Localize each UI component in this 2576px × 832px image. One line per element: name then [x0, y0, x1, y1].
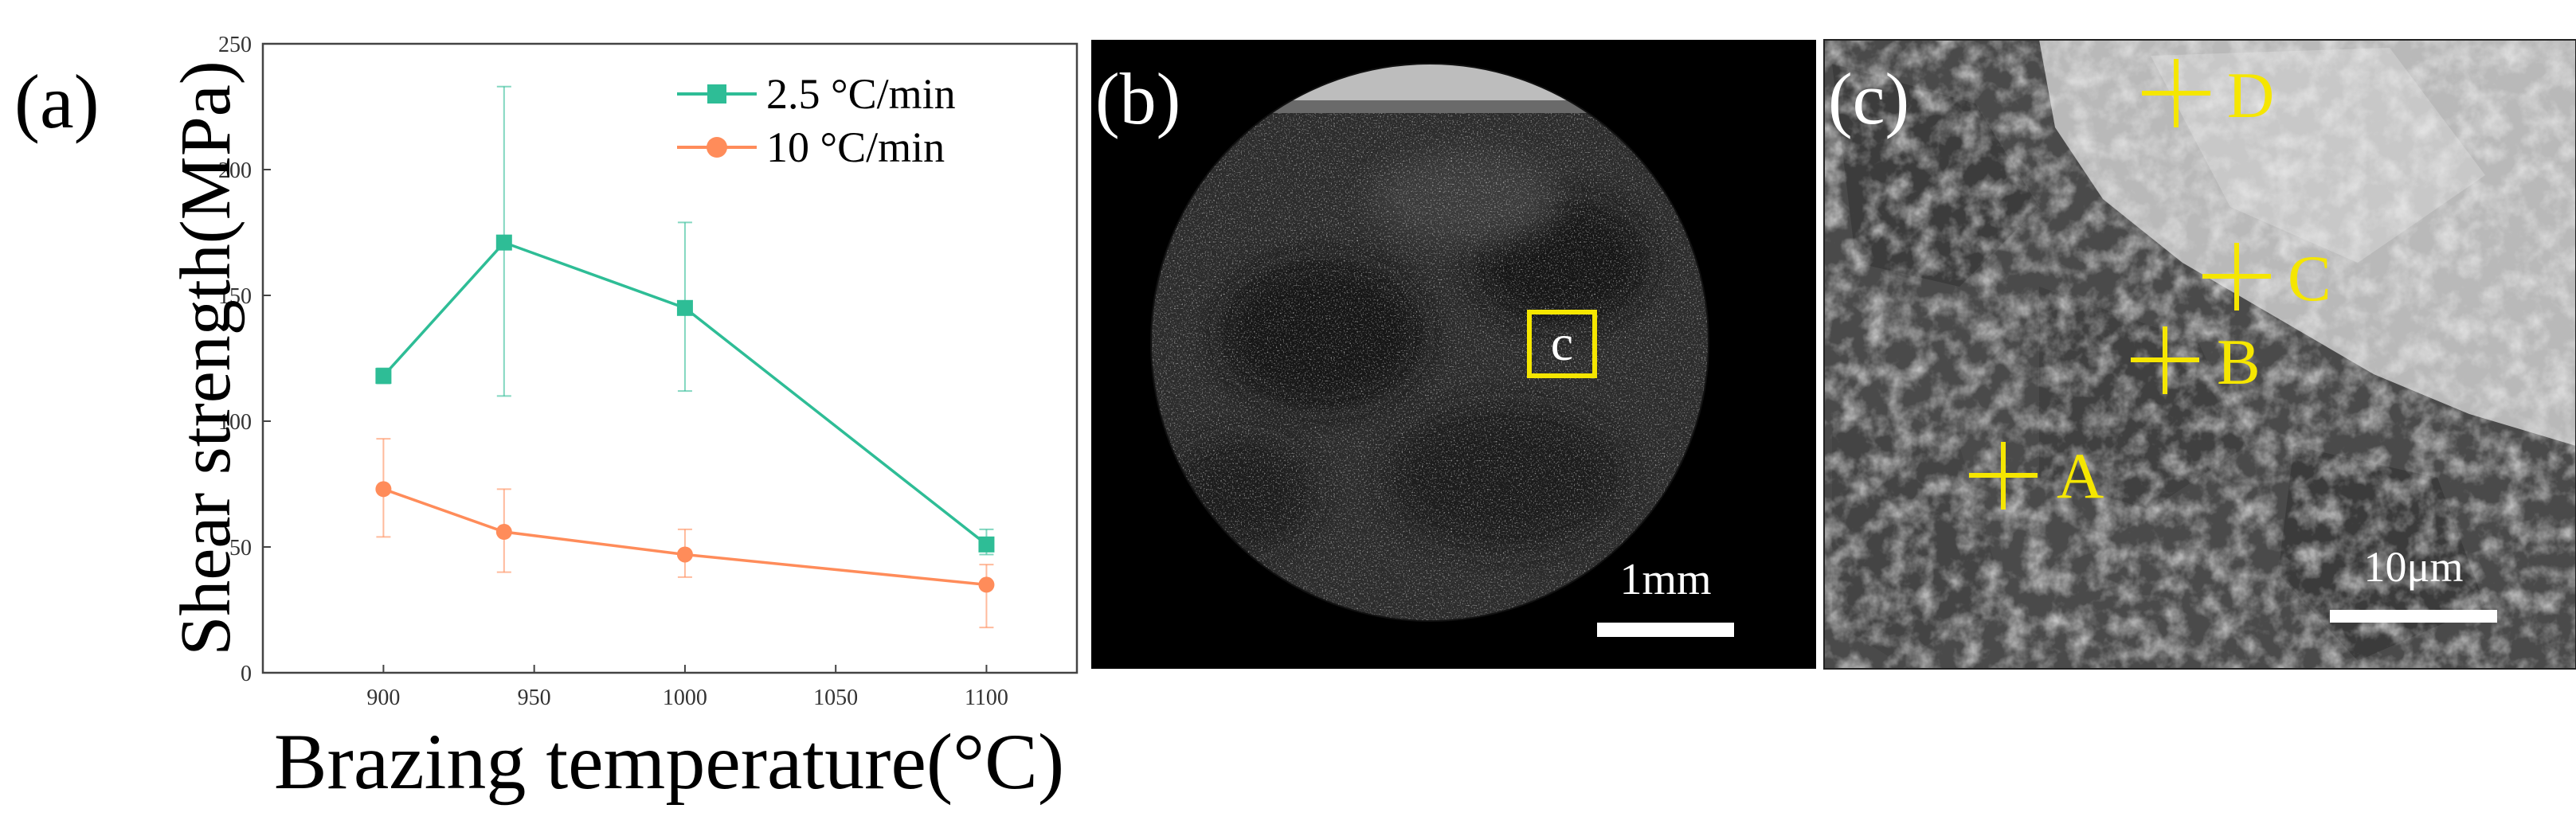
- y-axis-label: Shear strength(MPa): [166, 61, 245, 655]
- data-point: [978, 576, 995, 593]
- point-marker-b: [2131, 326, 2199, 394]
- x-tick-label: 1100: [965, 686, 1008, 710]
- legend-marker-series-1: [707, 84, 726, 104]
- panel-c-frame: [1823, 39, 2576, 670]
- data-point: [676, 299, 693, 316]
- y-tick-label: 250: [218, 33, 252, 57]
- data-point: [375, 368, 392, 385]
- scale-bar-c: [2330, 610, 2497, 623]
- series-layer: [375, 85, 995, 629]
- panel-b-label: (b): [1095, 58, 1180, 139]
- point-label-c: C: [2288, 242, 2331, 314]
- legend-label-series-1: 2.5 °C/min: [766, 70, 956, 118]
- legend-label-series-2: 10 °C/min: [766, 123, 945, 171]
- region-c-box-label: c: [1551, 314, 1573, 371]
- y-tick-label: 150: [218, 284, 252, 309]
- point-label-a: A: [2057, 439, 2104, 512]
- y-tick-label: 50: [229, 536, 252, 561]
- joint-cross-section: [1151, 64, 1709, 621]
- y-ticks: 0 50 100 150 200 250: [218, 33, 271, 686]
- x-tick-label: 900: [366, 686, 400, 710]
- x-tick-label: 1050: [813, 686, 858, 710]
- series-line: [382, 487, 987, 587]
- y-tick-label: 0: [241, 662, 252, 686]
- x-axis-label: Brazing temperature(°C): [274, 717, 1064, 806]
- panel-a-label: (a): [14, 59, 100, 144]
- data-point: [978, 536, 995, 553]
- data-point: [495, 234, 512, 251]
- x-tick-label: 1000: [663, 686, 707, 710]
- legend: 2.5 °C/min 10 °C/min: [677, 70, 956, 171]
- sem-image-magnified: A B C D 10μm (c): [1823, 39, 2576, 670]
- point-label-d: D: [2227, 59, 2274, 131]
- region-c-box: [1527, 310, 1597, 378]
- y-tick-label: 100: [218, 410, 252, 435]
- scale-bar-b: [1597, 623, 1734, 637]
- x-ticks: 900 950 1000 1050 1100: [366, 665, 1008, 710]
- point-marker-c: [2202, 243, 2271, 311]
- data-point: [495, 524, 512, 541]
- legend-marker-series-2: [707, 137, 727, 158]
- series-2: [375, 438, 995, 629]
- plot-frame: [261, 42, 1079, 674]
- shear-strength-chart: 0 50 100 150 200 250 900 950 1000 1050 1100 2.5 °…: [166, 33, 1079, 806]
- scale-bar-c-label: 10μm: [2364, 543, 2464, 591]
- scale-bar-b-label: 1mm: [1619, 555, 1711, 604]
- y-tick-label: 200: [218, 158, 252, 183]
- x-tick-label: 950: [518, 686, 551, 710]
- series-line: [382, 240, 988, 546]
- series-1: [375, 85, 995, 556]
- point-label-b: B: [2217, 326, 2261, 398]
- point-marker-d: [2142, 59, 2210, 127]
- point-marker-a: [1969, 442, 2038, 510]
- sem-image-joint: c 1mm (b): [1091, 40, 1816, 669]
- data-point: [676, 546, 693, 563]
- panel-c-label: (c): [1828, 58, 1909, 139]
- data-point: [375, 481, 392, 498]
